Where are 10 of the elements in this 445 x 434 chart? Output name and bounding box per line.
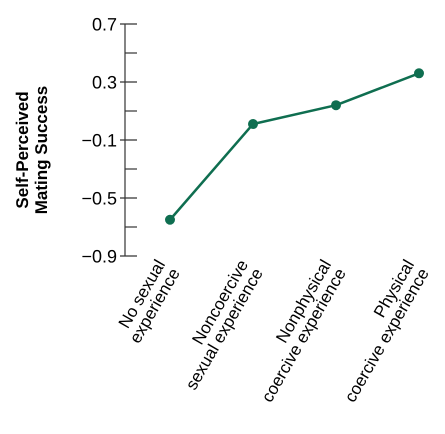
y-tick-label: −0.1 <box>81 130 117 150</box>
point <box>165 214 175 225</box>
point <box>248 119 258 130</box>
point <box>414 68 424 78</box>
y-tick-label: 0.3 <box>92 72 117 92</box>
y-axis-title: Self-Perceived Mating Success <box>13 86 51 214</box>
point <box>331 100 341 110</box>
y-tick-label: −0.5 <box>81 188 117 208</box>
y-tick-label: 0.7 <box>92 14 117 34</box>
y-tick-label: −0.9 <box>81 246 117 266</box>
